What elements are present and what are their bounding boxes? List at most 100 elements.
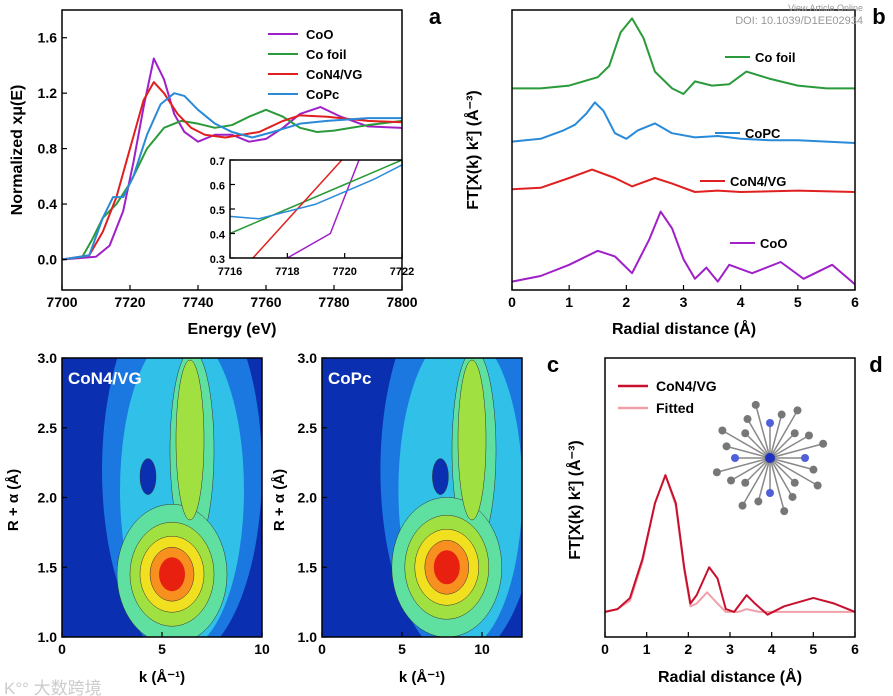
panel-a-xtick-label: 7740 bbox=[182, 294, 213, 310]
inset-line bbox=[286, 159, 360, 259]
heatmap-xtick-label: 0 bbox=[58, 641, 66, 657]
molecule-atom bbox=[790, 429, 799, 438]
panel-d-xtick-label: 6 bbox=[851, 641, 859, 657]
contour-ridge bbox=[175, 359, 205, 521]
panel-b-xtick-label: 5 bbox=[794, 294, 802, 310]
heatmap-ytick-label: 3.0 bbox=[38, 350, 58, 366]
panel-d-xtick-label: 3 bbox=[726, 641, 734, 657]
molecule-bond bbox=[769, 432, 796, 459]
ft-line-cofoil bbox=[512, 17, 855, 95]
panel-b-xtick-label: 4 bbox=[737, 294, 745, 310]
molecule-bond bbox=[769, 457, 814, 471]
legend-b-label: CoN4/VG bbox=[730, 174, 786, 189]
panel-a-xtick-label: 7800 bbox=[386, 294, 417, 310]
panel-d-xtick-label: 0 bbox=[601, 641, 609, 657]
legend-a-label: CoO bbox=[306, 27, 333, 42]
contour-ridge bbox=[457, 359, 487, 521]
heatmap-ytick-label: 2.5 bbox=[298, 420, 318, 436]
heatmap-ytick-label: 1.0 bbox=[298, 629, 318, 645]
inset-ytick-label: 0.7 bbox=[210, 156, 225, 168]
heatmap-xtick-label: 0 bbox=[318, 641, 326, 657]
ft-line-coo bbox=[511, 210, 856, 286]
heatmap-xtick-label: 10 bbox=[254, 641, 270, 657]
panel-d-axes bbox=[604, 357, 856, 638]
inset-xtick-label: 7716 bbox=[218, 266, 242, 278]
inset-xtick-label: 7720 bbox=[332, 266, 356, 278]
molecule-atom bbox=[766, 489, 774, 497]
contour-max bbox=[159, 557, 185, 592]
panel-b-xlabel: Radial distance (Å) bbox=[612, 319, 756, 338]
molecule-atom bbox=[813, 481, 822, 490]
legend-b-label: CoO bbox=[760, 236, 787, 251]
molecule-bond bbox=[757, 457, 771, 502]
panel-d-xtick-label: 5 bbox=[809, 641, 817, 657]
molecule-atom bbox=[718, 426, 727, 435]
panel-a-ytick-label: 1.6 bbox=[38, 30, 58, 46]
legend-a-label: Co foil bbox=[306, 47, 346, 62]
panel-d-xtick-label: 4 bbox=[768, 641, 776, 657]
molecule-atom bbox=[777, 410, 786, 419]
heatmap-xlabel: k (Å⁻¹) bbox=[399, 669, 445, 686]
legend-a-label: CoPc bbox=[306, 87, 339, 102]
molecule-atom bbox=[790, 478, 799, 487]
molecule-bond bbox=[716, 457, 771, 473]
panel-label-d: d bbox=[869, 352, 882, 377]
xanes-line-copc bbox=[61, 92, 402, 261]
panel-label-b: b bbox=[872, 4, 885, 29]
molecule-bond bbox=[769, 457, 819, 487]
panel-b-xtick-label: 3 bbox=[680, 294, 688, 310]
doi-watermark: View Article Online DOI: 10.1039/D1EE029… bbox=[735, 3, 863, 27]
heatmap-title: CoPc bbox=[328, 369, 371, 388]
panel-a-ytick-label: 0.4 bbox=[38, 196, 58, 212]
panel-label-c: c bbox=[547, 352, 559, 377]
fit-line-con4vg bbox=[604, 474, 856, 616]
heatmap-ylabel: R + α (Å) bbox=[271, 469, 288, 531]
panel-d-xtick-label: 1 bbox=[643, 641, 651, 657]
panel-b-ylabel: FT[X(k) k²] (Å⁻³) bbox=[463, 90, 482, 210]
panel-label-a: a bbox=[429, 4, 442, 29]
panel-a-ylabel: Normalized xμ(E) bbox=[9, 85, 26, 216]
panel-d-ylabel: FT[X(k) k²] (Å⁻³) bbox=[565, 440, 584, 560]
xanes-line-cofoil bbox=[61, 108, 403, 261]
heatmap-xlabel: k (Å⁻¹) bbox=[139, 669, 185, 686]
inset-ytick-label: 0.6 bbox=[210, 181, 225, 193]
molecule-atom bbox=[780, 507, 789, 516]
molecule-bond bbox=[744, 457, 771, 484]
xanes-line-coo bbox=[61, 57, 403, 261]
ft-line-con4vg bbox=[511, 168, 856, 193]
heatmap-xtick-label: 5 bbox=[398, 641, 406, 657]
heatmap-ytick-label: 1.5 bbox=[38, 559, 58, 575]
panel-b-xtick-label: 1 bbox=[565, 294, 573, 310]
panel-a-ytick-label: 0.0 bbox=[38, 252, 58, 268]
panel-a-axes bbox=[61, 9, 403, 291]
panel-a-xtick-label: 7700 bbox=[46, 294, 77, 310]
molecule-atom bbox=[788, 492, 797, 501]
legend-b-label: CoPC bbox=[745, 126, 781, 141]
molecule-center-atom bbox=[765, 453, 775, 463]
molecule-atom bbox=[741, 478, 750, 487]
molecule-bond bbox=[769, 457, 785, 512]
panel-a-xlabel: Energy (eV) bbox=[188, 321, 277, 338]
contour-min-spot bbox=[139, 458, 157, 495]
logo-watermark: K°° 大数跨境 bbox=[4, 679, 102, 696]
heatmap-ytick-label: 2.0 bbox=[38, 490, 58, 506]
panel-b-axes bbox=[511, 9, 856, 291]
molecule-atom bbox=[766, 419, 774, 427]
panel-d-xlabel: Radial distance (Å) bbox=[658, 667, 802, 686]
inset-line bbox=[229, 159, 403, 235]
molecule-atom bbox=[751, 400, 760, 409]
wavelet-map bbox=[62, 358, 262, 637]
wavelet-map bbox=[322, 358, 522, 637]
molecule-bond bbox=[744, 432, 771, 459]
molecule-atom bbox=[727, 476, 736, 485]
heatmap-ytick-label: 2.5 bbox=[38, 420, 58, 436]
logo-icon: K°° bbox=[4, 679, 29, 696]
molecule-atom bbox=[738, 501, 747, 510]
heatmap-ytick-label: 3.0 bbox=[298, 350, 318, 366]
molecule-bond bbox=[769, 443, 824, 459]
inset-bg bbox=[230, 160, 402, 258]
heatmap-ytick-label: 1.5 bbox=[298, 559, 318, 575]
heatmap-ytick-label: 2.0 bbox=[298, 490, 318, 506]
ft-line-copc bbox=[511, 101, 856, 144]
